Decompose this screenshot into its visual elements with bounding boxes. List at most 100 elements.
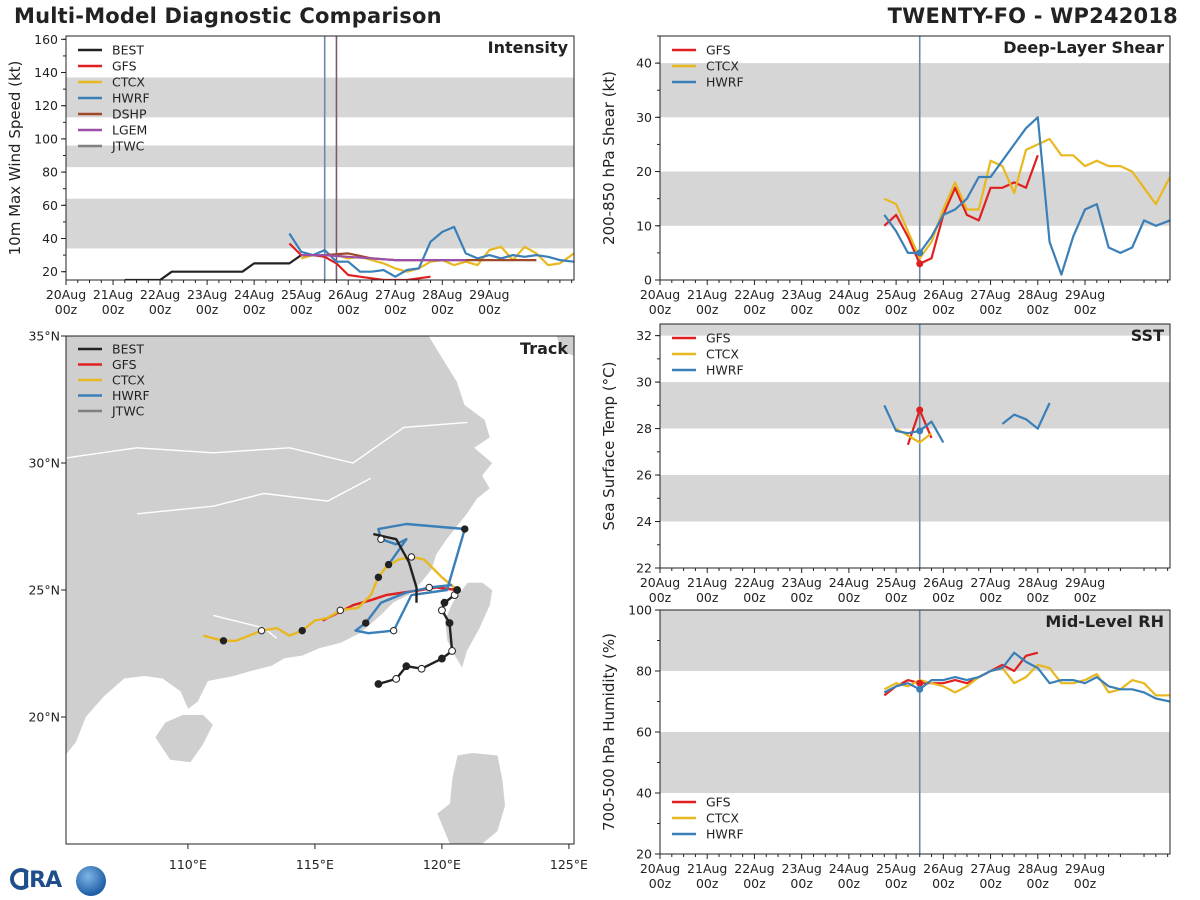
intensity-series-lgem <box>301 254 466 262</box>
rh-legend-label-ctcx: CTCX <box>706 811 739 826</box>
shear-xtick-label: 20Aug <box>640 287 680 302</box>
shear-xtick-sublabel: 00z <box>932 302 955 317</box>
best-track-position-marker <box>402 662 411 671</box>
intensity-panel: 2040608010012014016020Aug00z21Aug00z22Au… <box>6 32 575 317</box>
sst-xtick-sublabel: 00z <box>743 590 766 605</box>
shear-xtick-sublabel: 00z <box>979 302 1002 317</box>
sst-legend-label-hwrf: HWRF <box>706 363 744 378</box>
hwrf-track-position-marker <box>425 583 433 592</box>
sst-ylabel: Sea Surface Temp (°C) <box>600 361 618 530</box>
shear-ytick-label: 0 <box>644 273 652 288</box>
intensity-series-best <box>124 254 325 280</box>
intensity-legend-label-best: BEST <box>112 43 144 58</box>
rh-ylabel: 700-500 hPa Humidity (%) <box>600 633 618 831</box>
cira-logo-c-icon <box>10 868 32 890</box>
shear-ytick-label: 30 <box>636 110 652 125</box>
intensity-xtick-sublabel: 00z <box>102 302 125 317</box>
rh-xtick-label: 21Aug <box>687 861 727 876</box>
sst-xtick-sublabel: 00z <box>932 590 955 605</box>
ctcx-track-position-marker <box>298 626 306 635</box>
ctcx-track-position-marker <box>453 586 461 594</box>
intensity-xtick-sublabel: 00z <box>196 302 219 317</box>
sst-xtick-label: 23Aug <box>782 575 822 590</box>
rh-xtick-sublabel: 00z <box>790 876 813 891</box>
shear-xtick-label: 22Aug <box>734 287 774 302</box>
sst-marker-gfs <box>916 406 924 414</box>
sst-xtick-sublabel: 00z <box>790 590 813 605</box>
sst-xtick-sublabel: 00z <box>885 590 908 605</box>
intensity-xtick-label: 20Aug <box>46 287 86 302</box>
rh-panel: 2040608010020Aug00z21Aug00z22Aug00z23Aug… <box>600 603 1171 891</box>
shear-legend-label-hwrf: HWRF <box>706 75 744 90</box>
sst-legend-label-gfs: GFS <box>706 331 731 346</box>
river-line <box>66 421 468 464</box>
intensity-legend-label-ctcx: CTCX <box>112 75 145 90</box>
shear-series-gfs <box>883 154 1039 265</box>
shear-xtick-sublabel: 00z <box>885 302 908 317</box>
rh-xtick-sublabel: 00z <box>885 876 908 891</box>
rh-ytick-label: 60 <box>636 725 652 740</box>
hwrf-track-position-marker <box>377 535 385 543</box>
rh-title: Mid-Level RH <box>1045 612 1164 631</box>
track-xtick-label: 125°E <box>550 857 588 872</box>
sst-band <box>660 475 1170 522</box>
sst-series-group <box>883 402 1051 446</box>
shear-xtick-label: 25Aug <box>876 287 916 302</box>
shear-series-ctcx <box>883 137 1170 260</box>
shear-xtick-label: 23Aug <box>782 287 822 302</box>
intensity-series-gfs <box>288 242 431 280</box>
rh-xtick-sublabel: 00z <box>979 876 1002 891</box>
sst-ytick-label: 32 <box>636 328 652 343</box>
track-legend-label-jtwc: JTWC <box>111 404 145 419</box>
shear-xtick-label: 27Aug <box>970 287 1010 302</box>
shear-xtick-sublabel: 00z <box>1074 302 1097 317</box>
track-legend-label-ctcx: CTCX <box>112 373 145 388</box>
ctcx-track-position-marker <box>219 637 228 645</box>
best-track-position-marker <box>445 619 454 627</box>
intensity-ytick-label: 100 <box>34 131 58 146</box>
track-ytick-label: 35°N <box>28 329 60 344</box>
intensity-xtick-label: 24Aug <box>234 287 274 302</box>
intensity-xtick-label: 27Aug <box>375 287 415 302</box>
river-line <box>137 477 372 515</box>
shear-title: Deep-Layer Shear <box>1003 38 1164 57</box>
sst-title: SST <box>1131 326 1164 345</box>
sst-band <box>660 324 1170 336</box>
best-track-position-marker <box>417 664 426 673</box>
hainan-island <box>154 714 214 764</box>
sst-xtick-sublabel: 00z <box>1074 590 1097 605</box>
intensity-band <box>66 145 574 168</box>
intensity-ytick-label: 160 <box>34 32 58 47</box>
intensity-frame <box>65 35 575 281</box>
shear-xtick-sublabel: 00z <box>790 302 813 317</box>
shear-xtick-sublabel: 00z <box>649 302 672 317</box>
intensity-legend-label-gfs: GFS <box>112 59 137 74</box>
rh-xtick-label: 25Aug <box>876 861 916 876</box>
storm-id-title: TWENTY-FO - WP242018 <box>887 4 1178 28</box>
best-track-position-marker <box>440 598 449 607</box>
shear-xtick-sublabel: 00z <box>1027 302 1050 317</box>
best-track-position-marker <box>448 647 456 655</box>
sst-ytick-label: 22 <box>636 561 652 576</box>
hwrf-track-position-marker <box>461 525 469 533</box>
rh-xtick-sublabel: 00z <box>932 876 955 891</box>
ctcx-track-position-marker <box>407 553 416 561</box>
intensity-band <box>66 198 574 249</box>
rh-xtick-label: 29Aug <box>1065 861 1105 876</box>
rh-band <box>660 610 1170 671</box>
rh-xtick-label: 20Aug <box>640 861 680 876</box>
rh-xtick-label: 27Aug <box>970 861 1010 876</box>
sst-xtick-label: 25Aug <box>876 575 916 590</box>
rh-marker-gfs <box>916 679 924 687</box>
sst-ytick-label: 28 <box>636 421 652 436</box>
sst-marker-hwrf <box>916 427 924 435</box>
globe-icon <box>76 866 106 896</box>
rh-xtick-label: 28Aug <box>1018 861 1058 876</box>
sst-xtick-sublabel: 00z <box>649 590 672 605</box>
rh-xtick-label: 24Aug <box>829 861 869 876</box>
hwrf-track-position-marker <box>362 619 370 627</box>
shear-band <box>660 171 1170 226</box>
hwrf-track-position-marker <box>389 626 398 635</box>
intensity-xtick-label: 21Aug <box>93 287 133 302</box>
track-legend-label-best: BEST <box>112 342 144 357</box>
